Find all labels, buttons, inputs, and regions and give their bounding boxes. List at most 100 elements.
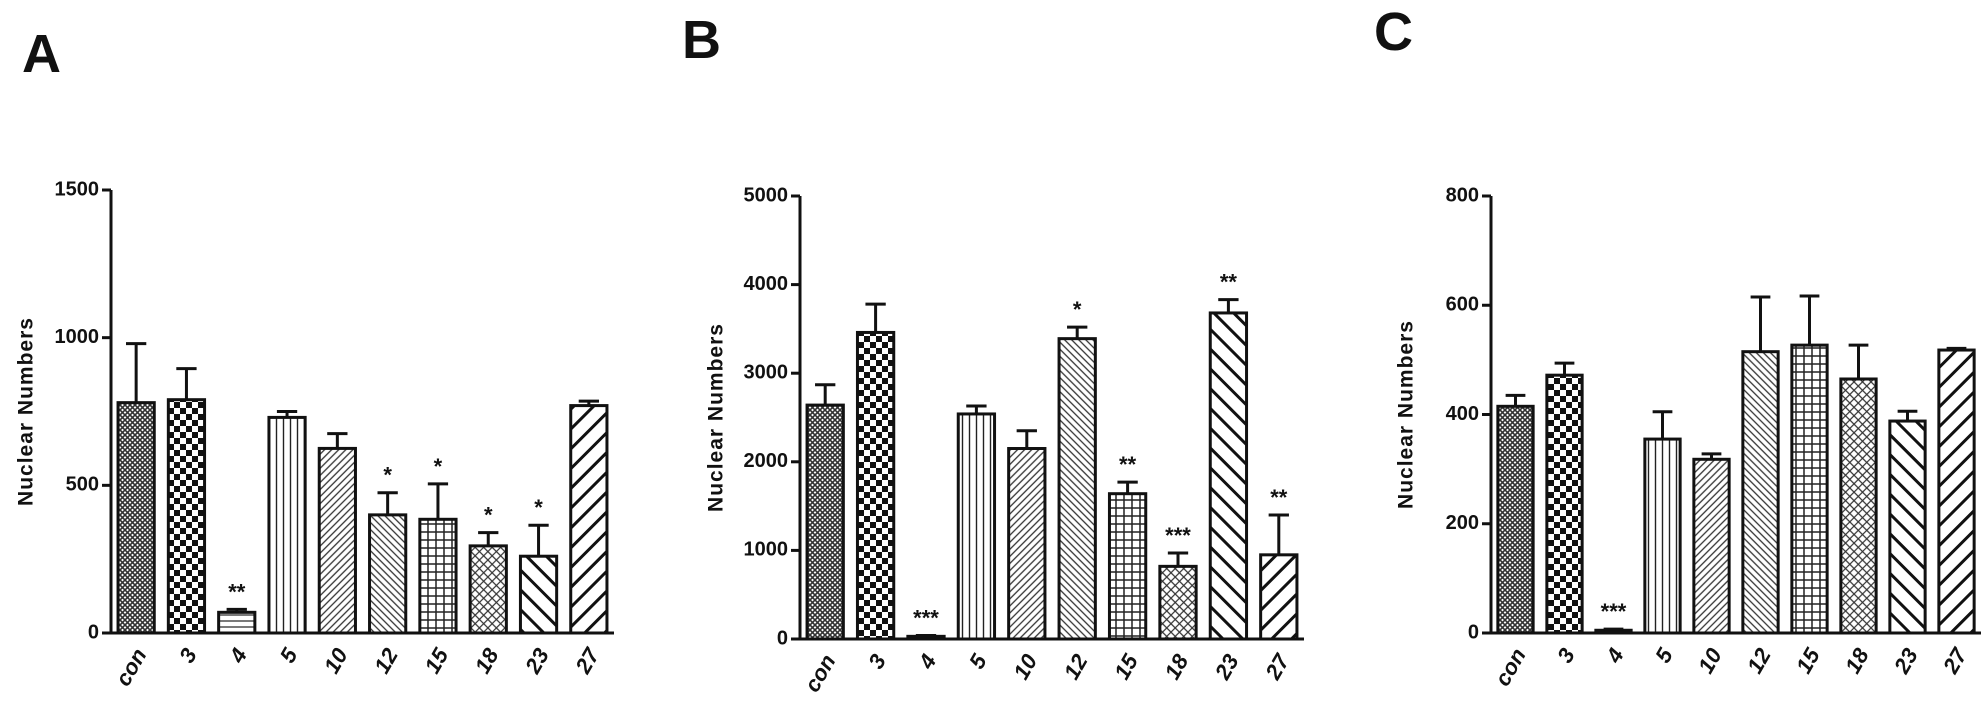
x-tick-label: 15 [1791, 643, 1825, 677]
error-bar [578, 399, 599, 406]
y-axis-label: Nuclear Numbers [704, 323, 727, 512]
bar [956, 412, 997, 641]
error-bar [276, 410, 298, 418]
x-tick-label: 12 [369, 643, 403, 677]
y-axis-label: Nuclear Numbers [14, 317, 37, 506]
x-tick-label: con [799, 650, 840, 696]
x-tick-label: con [110, 644, 151, 690]
error-bar [1505, 393, 1526, 407]
bar [1496, 404, 1535, 635]
bar [1594, 628, 1633, 635]
x-tick-label: 12 [1742, 643, 1776, 677]
error-bar [1268, 513, 1289, 555]
y-tick-label: 3000 [744, 361, 789, 383]
error-bar [1117, 480, 1138, 494]
error-bar [176, 367, 197, 400]
x-tick-label: 3 [1552, 644, 1580, 667]
x-tick-label: 4 [1601, 644, 1629, 668]
bar [855, 330, 896, 641]
error-bar [1897, 409, 1918, 422]
bar [1057, 337, 1097, 641]
y-tick-label: 1500 [55, 178, 100, 200]
error-bar [966, 404, 987, 414]
x-tick-label: 15 [419, 643, 453, 677]
error-bar [1750, 295, 1771, 352]
y-tick-label: 0 [88, 621, 99, 643]
x-tick-label: 10 [319, 643, 353, 677]
x-tick-label: 23 [520, 644, 554, 679]
x-tick-label: 3 [863, 650, 891, 673]
error-bar [327, 432, 348, 449]
significance-label: *** [913, 605, 939, 630]
x-tick-label: 10 [1008, 649, 1042, 683]
bar [418, 517, 458, 635]
bar [1643, 437, 1682, 635]
error-bar [1848, 343, 1869, 379]
panel-letter: A [22, 24, 61, 84]
bar [1741, 350, 1780, 635]
y-tick-label: 1000 [744, 539, 789, 561]
x-tick-label: 12 [1059, 649, 1093, 683]
bar [1208, 311, 1249, 641]
y-tick-label: 600 [1446, 294, 1479, 316]
significance-label: * [484, 503, 493, 528]
bar [1937, 348, 1976, 635]
error-bar [1603, 627, 1624, 631]
x-tick-label: 4 [224, 644, 252, 668]
error-bar [1701, 452, 1722, 460]
error-bar [1016, 429, 1037, 449]
error-bar [915, 633, 937, 637]
significance-label: *** [1165, 523, 1191, 548]
bar [1107, 492, 1148, 641]
y-tick-label: 1000 [55, 326, 100, 348]
significance-label: ** [228, 579, 246, 604]
y-tick-label: 0 [777, 627, 788, 649]
y-tick-label: 0 [1468, 621, 1479, 643]
x-tick-label: 27 [1260, 648, 1295, 684]
error-bar [1554, 361, 1575, 376]
significance-label: * [383, 463, 392, 488]
significance-label: ** [1220, 270, 1238, 295]
x-tick-label: 3 [174, 644, 202, 667]
error-bar [815, 383, 836, 406]
y-tick-label: 500 [66, 474, 99, 496]
error-bar [865, 302, 886, 333]
bar [1839, 377, 1878, 635]
error-bar [226, 607, 247, 613]
bar [1545, 373, 1584, 635]
bar [217, 610, 257, 635]
y-tick-label: 5000 [744, 184, 789, 206]
x-tick-label: 5 [964, 649, 992, 673]
x-tick-label: 18 [1159, 649, 1193, 683]
x-tick-label: 5 [275, 643, 303, 667]
x-tick-label: 23 [1888, 644, 1922, 679]
error-bar [478, 531, 499, 546]
error-bar [528, 523, 549, 557]
bar [166, 398, 207, 635]
bar [1692, 457, 1731, 635]
error-bar [1799, 294, 1820, 346]
bar [1259, 553, 1299, 641]
bar [468, 544, 508, 635]
bar [569, 404, 609, 635]
bar [368, 513, 408, 635]
y-tick-label: 200 [1446, 512, 1479, 534]
error-bar [1167, 551, 1189, 567]
x-tick-label: 23 [1209, 650, 1243, 685]
panel-letter: C [1374, 2, 1413, 62]
bar [1007, 447, 1047, 641]
error-bar [1946, 346, 1967, 351]
error-bar [126, 342, 147, 403]
bar [805, 403, 845, 641]
bar [317, 446, 357, 635]
significance-label: * [434, 454, 443, 479]
x-tick-label: 27 [1937, 642, 1972, 678]
significance-label: ** [1270, 485, 1288, 510]
significance-label: * [534, 495, 543, 520]
bar [116, 401, 156, 635]
x-tick-label: 15 [1109, 649, 1143, 683]
x-tick-label: con [1490, 644, 1531, 690]
y-tick-label: 2000 [744, 450, 789, 472]
error-bar [1067, 325, 1088, 339]
